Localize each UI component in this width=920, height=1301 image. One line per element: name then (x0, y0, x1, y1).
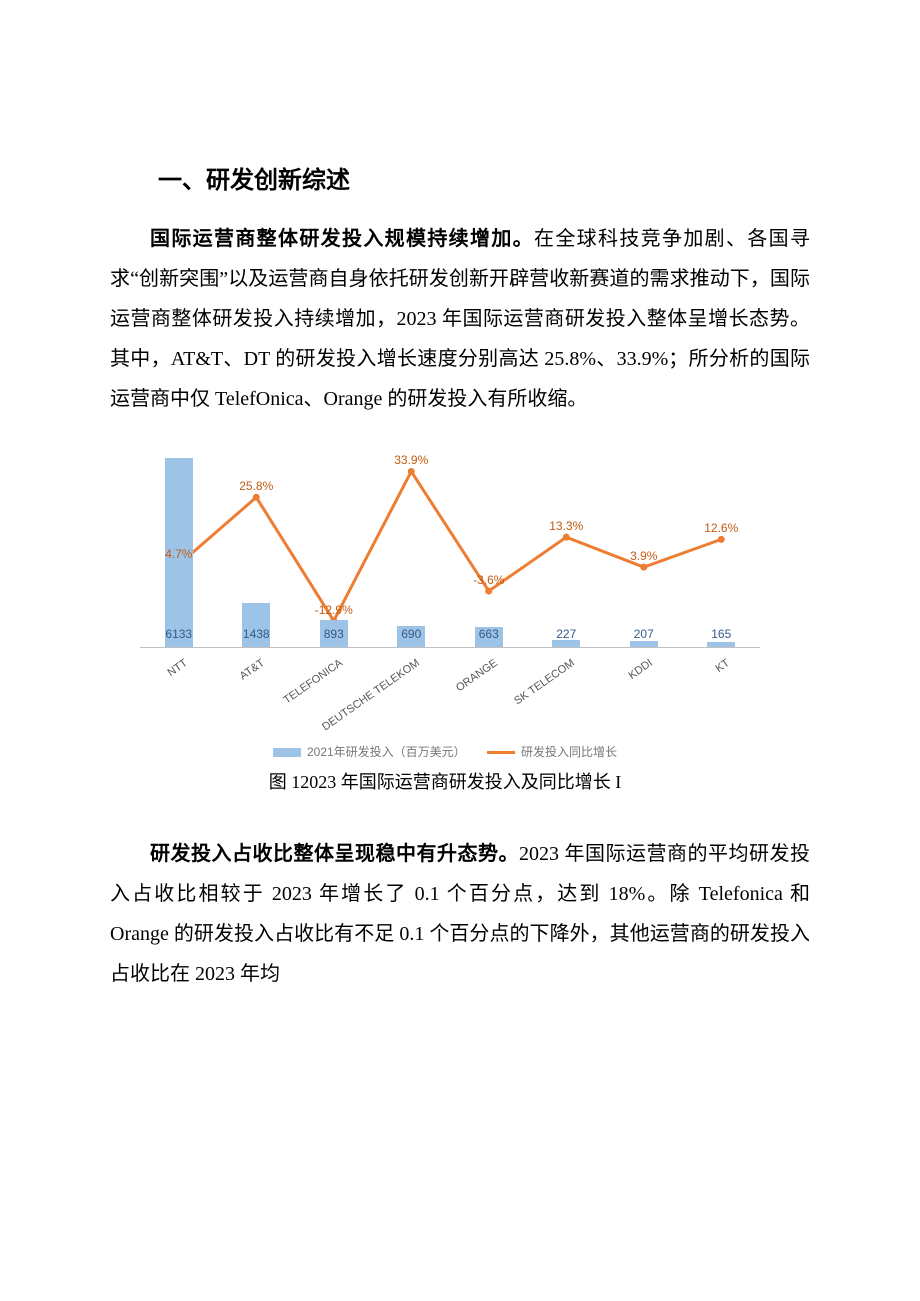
rd-investment-chart: 61334.7%NTT143825.8%AT&T893-12.9%TELEFON… (110, 437, 780, 697)
paragraph-2-lead: 研发投入占收比整体呈现稳中有升态势。 (150, 843, 519, 865)
chart-x-label: NTT (165, 657, 189, 679)
chart-bar-value: 207 (634, 627, 654, 641)
chart-line-marker (718, 536, 725, 543)
chart-x-label: AT&T (238, 657, 267, 682)
chart-line-marker (408, 468, 415, 475)
chart-x-label: SK TELECOM (512, 657, 577, 707)
chart-x-label: KT (714, 657, 732, 675)
chart-x-label: ORANGE (454, 657, 500, 694)
paragraph-1-body: 在全球科技竞争加剧、各国寻求“创新突围”以及运营商自身依托研发创新开辟营收新赛道… (110, 228, 810, 410)
chart-line-label: 13.3% (549, 519, 583, 533)
paragraph-2: 研发投入占收比整体呈现稳中有升态势。2023 年国际运营商的平均研发投入占收比相… (110, 834, 810, 994)
chart-line-marker (640, 564, 647, 571)
chart-line-layer (140, 447, 760, 647)
section-heading: 一、研发创新综述 (110, 160, 810, 195)
chart-caption: 图 12023 年国际运营商研发投入及同比增长 I (110, 768, 780, 794)
chart-bar-value: 165 (711, 627, 731, 641)
chart-x-label: KDDI (626, 657, 654, 682)
chart-bar-value: 893 (324, 627, 344, 641)
chart-line-label: 25.8% (239, 479, 273, 493)
chart-bar-value: 1438 (243, 627, 270, 641)
chart-line-label: 12.6% (704, 521, 738, 535)
chart-bar (552, 640, 580, 647)
chart-line-marker (485, 588, 492, 595)
document-page: 一、研发创新综述 国际运营商整体研发投入规模持续增加。在全球科技竞争加剧、各国寻… (0, 0, 920, 1092)
chart-line (179, 471, 722, 620)
chart-line-label: 4.7% (165, 547, 192, 561)
chart-line-label: 33.9% (394, 453, 428, 467)
chart-bar-value: 227 (556, 627, 576, 641)
legend-label-line: 研发投入同比增长 (521, 745, 617, 759)
chart-line-label: 3.9% (630, 549, 657, 563)
chart-bar (630, 641, 658, 647)
chart-plot-area: 61334.7%NTT143825.8%AT&T893-12.9%TELEFON… (140, 447, 760, 648)
chart-x-label: TELEFONICA (281, 657, 344, 706)
chart-line-label: -3.6% (473, 573, 504, 587)
chart-bar (707, 642, 735, 647)
legend-swatch-bar (273, 748, 301, 757)
legend-swatch-line (487, 751, 515, 754)
chart-bar-value: 690 (401, 627, 421, 641)
legend-label-bar: 2021年研发投入（百万美元） (307, 745, 466, 759)
chart-line-label: -12.9% (315, 603, 353, 617)
chart-container: 6133 4.7% NTT 1438 25.8% AT&T 893 -12.9% TELEFON… (110, 437, 780, 794)
chart-bar-value: 663 (479, 627, 499, 641)
chart-legend: 2021年研发投入（百万美元） 研发投入同比增长 (110, 743, 780, 760)
paragraph-1-lead: 国际运营商整体研发投入规模持续增加。 (150, 228, 534, 250)
chart-line-marker (253, 494, 260, 501)
chart-line-marker (563, 534, 570, 541)
chart-bar-value: 6133 (165, 627, 192, 641)
paragraph-1: 国际运营商整体研发投入规模持续增加。在全球科技竞争加剧、各国寻求“创新突围”以及… (110, 219, 810, 419)
